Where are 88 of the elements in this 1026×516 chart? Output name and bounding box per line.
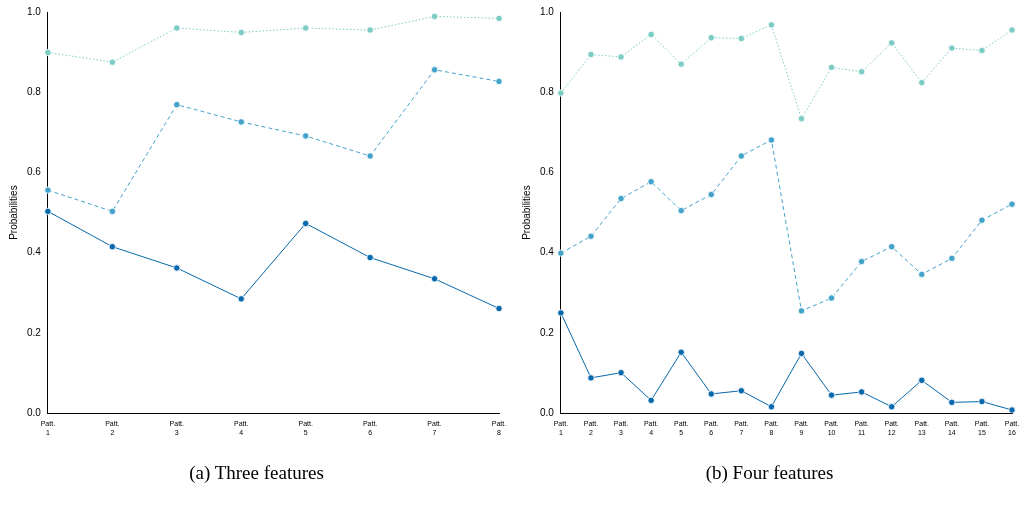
point [707, 34, 715, 42]
point [948, 398, 956, 406]
point [978, 46, 986, 55]
point [918, 376, 926, 384]
point [44, 207, 52, 215]
point [797, 349, 806, 358]
point [237, 28, 245, 37]
point [237, 295, 245, 303]
point [557, 309, 565, 317]
point [495, 77, 503, 86]
point [108, 207, 116, 215]
point [495, 304, 503, 313]
point [677, 348, 685, 356]
y-tick-label: 0.2 [540, 326, 555, 338]
point [557, 89, 565, 97]
point [1008, 200, 1016, 208]
point [617, 53, 625, 61]
point [617, 194, 625, 203]
point [302, 219, 310, 228]
point [888, 403, 896, 411]
y-axis-title: Probabilities [520, 185, 532, 240]
point [767, 136, 776, 144]
point [677, 206, 685, 215]
point [858, 388, 866, 396]
point [44, 186, 52, 194]
point [587, 374, 595, 382]
y-tick-label: 0.0 [540, 406, 555, 418]
point [918, 79, 926, 87]
point [1008, 406, 1016, 414]
point [858, 68, 866, 76]
y-axis-title: Probabilities [7, 185, 19, 240]
y-tick-label: 0.8 [27, 85, 42, 97]
point [978, 397, 986, 406]
point [366, 26, 374, 34]
y-tick-label: 0.4 [27, 246, 42, 258]
point [173, 101, 181, 109]
point [737, 34, 745, 43]
point [587, 232, 595, 240]
y-tick-label: 1.0 [540, 5, 555, 17]
y-tick-label: 0.8 [540, 85, 555, 97]
point [707, 390, 715, 398]
point [737, 152, 745, 160]
y-tick-label: 0.6 [27, 166, 42, 178]
y-tick-label: 0.2 [27, 326, 42, 338]
point [1008, 26, 1016, 34]
point [587, 50, 595, 59]
point [948, 254, 956, 262]
point [647, 396, 655, 404]
point [366, 152, 374, 160]
point [918, 270, 926, 278]
point [173, 264, 181, 272]
point [858, 257, 866, 266]
point [888, 39, 896, 47]
point [302, 24, 310, 32]
y-tick-label: 1.0 [27, 5, 42, 17]
y-tick-label: 0.0 [27, 406, 42, 418]
point [430, 66, 439, 74]
y-tick-label: 0.4 [540, 246, 555, 258]
point [302, 132, 310, 140]
text: (a) Three features [188, 462, 325, 484]
point [707, 190, 715, 199]
point [978, 216, 986, 224]
point [237, 118, 245, 126]
point [737, 387, 745, 395]
point [173, 24, 181, 32]
point [430, 275, 439, 283]
y-tick-label: 0.6 [540, 166, 555, 178]
point [495, 14, 503, 23]
point [647, 30, 655, 39]
point [888, 243, 896, 251]
point [827, 294, 836, 302]
point [108, 243, 116, 251]
point [948, 44, 956, 52]
point [647, 178, 655, 186]
point [767, 403, 776, 411]
point [797, 307, 806, 315]
point [677, 60, 685, 68]
point [827, 391, 836, 399]
point [827, 63, 836, 71]
point [797, 115, 806, 123]
text: (b) Four features [704, 462, 835, 484]
point [108, 58, 116, 66]
point [44, 48, 52, 57]
point [617, 369, 625, 377]
point [366, 253, 374, 262]
point [430, 12, 439, 21]
point [557, 249, 565, 257]
point [767, 21, 776, 29]
